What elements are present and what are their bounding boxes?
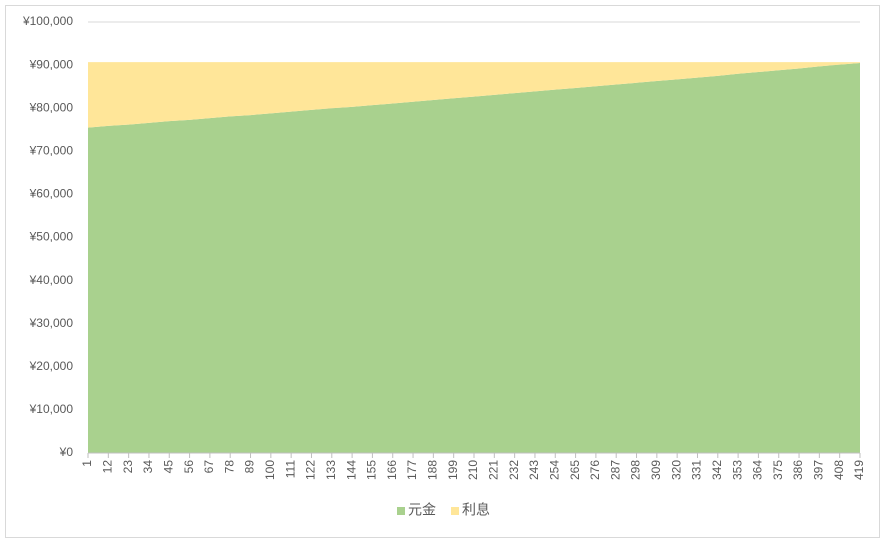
y-tick-label: ¥70,000 bbox=[29, 143, 74, 157]
x-tick-label: 342 bbox=[710, 460, 724, 480]
y-tick-label: ¥60,000 bbox=[29, 187, 74, 201]
x-tick-label: 408 bbox=[832, 460, 846, 480]
x-tick-label: 67 bbox=[202, 460, 216, 474]
y-tick-label: ¥100,000 bbox=[22, 14, 73, 28]
x-tick-label: 375 bbox=[771, 460, 785, 480]
x-tick-label: 397 bbox=[812, 460, 826, 480]
x-tick-label: 45 bbox=[161, 460, 175, 474]
x-tick-label: 331 bbox=[690, 460, 704, 480]
x-tick-label: 144 bbox=[344, 460, 358, 480]
y-tick-label: ¥90,000 bbox=[29, 57, 74, 71]
x-tick-label: 309 bbox=[649, 460, 663, 480]
x-tick-label: 386 bbox=[791, 460, 805, 480]
x-tick-label: 1 bbox=[80, 460, 94, 467]
y-tick-label: ¥20,000 bbox=[29, 359, 74, 373]
legend-label: 元金 bbox=[408, 502, 436, 518]
y-tick-label: ¥50,000 bbox=[29, 230, 74, 244]
area bbox=[88, 62, 860, 128]
y-tick-label: ¥0 bbox=[59, 445, 74, 459]
x-tick-label: 34 bbox=[141, 460, 155, 474]
x-tick-label: 12 bbox=[100, 460, 114, 474]
x-tick-label: 364 bbox=[751, 460, 765, 480]
x-tick-label: 243 bbox=[527, 460, 541, 480]
y-tick-label: ¥10,000 bbox=[29, 402, 74, 416]
y-tick-label: ¥80,000 bbox=[29, 100, 74, 114]
legend-label: 利息 bbox=[462, 502, 490, 518]
y-tick-label: ¥30,000 bbox=[29, 316, 74, 330]
x-tick-label: 298 bbox=[629, 460, 643, 480]
x-tick-label: 199 bbox=[446, 460, 460, 480]
x-tick-label: 23 bbox=[121, 460, 135, 474]
x-tick-label: 353 bbox=[730, 460, 744, 480]
x-tick-label: 254 bbox=[547, 460, 561, 480]
x-tick-label: 56 bbox=[182, 460, 196, 474]
x-tick-label: 320 bbox=[669, 460, 683, 480]
x-tick-label: 78 bbox=[222, 460, 236, 474]
x-tick-label: 111 bbox=[283, 460, 297, 479]
x-tick-label: 177 bbox=[405, 460, 419, 480]
x-tick-label: 166 bbox=[385, 460, 399, 480]
x-tick-label: 210 bbox=[466, 460, 480, 480]
x-tick-label: 100 bbox=[263, 460, 277, 480]
x-tick-label: 188 bbox=[426, 460, 440, 480]
x-tick-label: 133 bbox=[324, 460, 338, 480]
x-tick-label: 232 bbox=[507, 460, 521, 480]
y-tick-label: ¥40,000 bbox=[29, 273, 74, 287]
x-tick-label: 265 bbox=[568, 460, 582, 480]
x-tick-label: 89 bbox=[243, 460, 257, 474]
legend-swatch bbox=[451, 507, 459, 515]
x-tick-label: 287 bbox=[608, 460, 622, 480]
x-tick-label: 155 bbox=[365, 460, 379, 480]
legend-swatch bbox=[397, 507, 405, 515]
x-tick-label: 276 bbox=[588, 460, 602, 480]
x-tick-label: 122 bbox=[304, 460, 318, 480]
x-tick-label: 221 bbox=[486, 460, 500, 480]
x-tick-label: 419 bbox=[852, 460, 866, 480]
area bbox=[88, 62, 860, 453]
